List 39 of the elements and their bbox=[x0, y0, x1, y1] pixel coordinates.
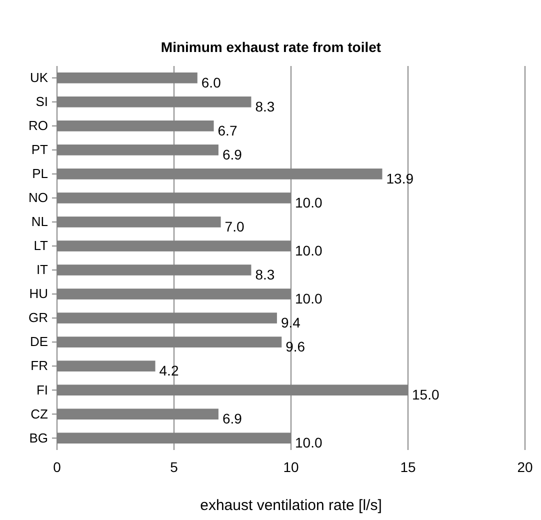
data-label: 8.3 bbox=[255, 98, 275, 114]
data-label: 9.6 bbox=[286, 338, 306, 354]
data-label: 15.0 bbox=[412, 386, 440, 402]
data-label: 10.0 bbox=[295, 194, 322, 210]
y-tick-label: NO bbox=[28, 190, 48, 206]
y-tick-label: IT bbox=[36, 262, 48, 278]
y-tick-label: BG bbox=[29, 430, 48, 446]
data-label: 8.3 bbox=[255, 266, 275, 282]
chart-title: Minimum exhaust rate from toilet bbox=[160, 39, 382, 55]
y-tick-label: HU bbox=[29, 286, 48, 302]
data-label: 6.0 bbox=[201, 74, 222, 90]
y-tick-label: PL bbox=[32, 166, 48, 182]
y-tick-label: NL bbox=[31, 214, 48, 230]
x-tick-label: 15 bbox=[400, 458, 416, 475]
x-axis-title: exhaust ventilation rate [l/s] bbox=[200, 497, 382, 514]
data-label: 4.2 bbox=[159, 362, 179, 378]
data-label: 13.9 bbox=[386, 170, 414, 186]
y-tick-label: FI bbox=[36, 382, 48, 398]
y-tick-label: SI bbox=[36, 94, 48, 110]
y-tick-label: FR bbox=[30, 358, 48, 374]
x-tick-label: 10 bbox=[283, 458, 299, 475]
y-tick-label: DE bbox=[30, 334, 48, 350]
y-tick-label: LT bbox=[34, 238, 48, 254]
data-label: 10.0 bbox=[295, 434, 322, 451]
data-label: 10.0 bbox=[295, 242, 322, 258]
y-tick-label: GR bbox=[28, 310, 48, 326]
data-label: 6.7 bbox=[218, 122, 238, 138]
data-label: 10.0 bbox=[295, 290, 322, 306]
y-tick-label: RO bbox=[28, 118, 48, 134]
x-tick-label: 20 bbox=[517, 458, 533, 475]
x-tick-label: 0 bbox=[53, 458, 62, 475]
data-label: 6.9 bbox=[222, 146, 242, 162]
y-tick-label: UK bbox=[30, 70, 48, 86]
data-label: 9.4 bbox=[280, 314, 301, 330]
y-tick-label: CZ bbox=[30, 406, 48, 422]
data-label: 7.0 bbox=[224, 218, 244, 234]
data-label: 6.9 bbox=[222, 410, 242, 426]
x-tick-label: 5 bbox=[170, 458, 178, 475]
y-tick-label: PT bbox=[31, 142, 48, 158]
